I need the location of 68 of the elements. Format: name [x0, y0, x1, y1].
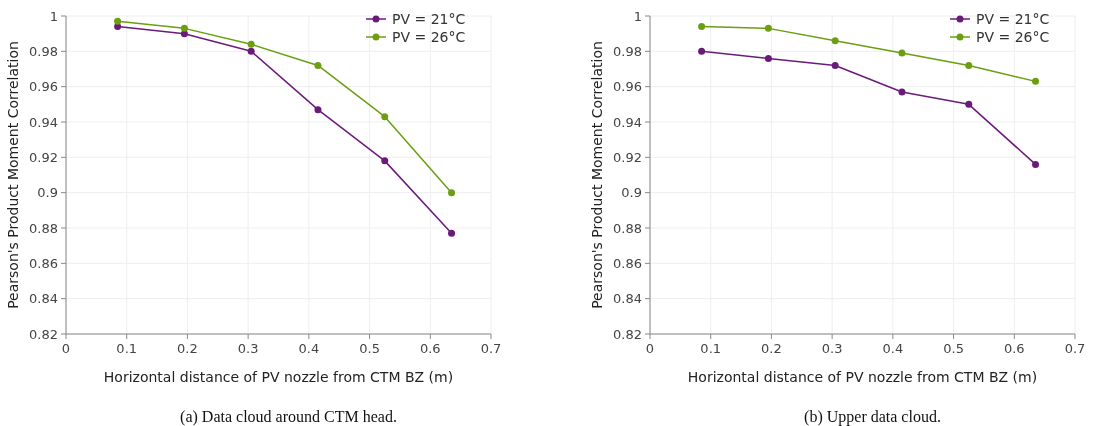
- x-tick-label: 0.1: [116, 341, 138, 356]
- x-tick-label: 0.2: [761, 341, 782, 356]
- point: [114, 17, 122, 25]
- y-tick-label: 0.94: [613, 114, 642, 130]
- point: [381, 113, 389, 121]
- x-tick-label: 0.2: [177, 341, 198, 356]
- point: [898, 49, 906, 57]
- y-tick-label: 0.86: [613, 255, 642, 271]
- x-tick-label: 0: [645, 341, 655, 356]
- y-axis-title: Pearson's Product Moment Correlation: [5, 41, 21, 309]
- point: [764, 24, 772, 32]
- point: [698, 23, 706, 31]
- point: [1032, 77, 1040, 85]
- point: [965, 61, 973, 69]
- text: (a) Data cloud around CTM head.: [180, 408, 397, 426]
- x-tick-label: 0.3: [237, 341, 259, 356]
- x-tick-label: 0.6: [1003, 341, 1025, 356]
- point: [314, 106, 322, 114]
- y-tick-label: 1: [633, 8, 642, 24]
- x-axis-title: Horizontal distance of PV nozzle from CTM BZ (m): [103, 369, 454, 385]
- y-tick-label: 0.86: [29, 255, 58, 271]
- point: [965, 100, 973, 108]
- x-tick-label: 0.7: [480, 341, 502, 356]
- y-tick-label: 0.88: [29, 220, 58, 236]
- legend-label: PV = 21°C: [976, 10, 1050, 27]
- x-tick-label: 0.3: [821, 341, 843, 356]
- x-axis-title: Horizontal distance of PV nozzle from CTM BZ (m): [687, 369, 1038, 385]
- x-tick-label: 0.5: [359, 341, 380, 356]
- point: [698, 47, 706, 55]
- point: [247, 47, 255, 55]
- y-tick-label: 0.82: [29, 326, 58, 342]
- point: [381, 157, 389, 165]
- point: [898, 88, 906, 96]
- point: [247, 40, 255, 48]
- x-tick-label: 0.5: [943, 341, 964, 356]
- point: [764, 54, 772, 62]
- legend-label: PV = 21°C: [392, 10, 466, 27]
- point: [831, 61, 839, 69]
- y-tick-label: 0.88: [613, 220, 642, 236]
- y-tick-label: 0.9: [621, 185, 642, 201]
- x-tick-label: 0: [61, 341, 71, 356]
- y-tick-label: 0.94: [29, 114, 58, 130]
- y-tick-label: 0.98: [613, 43, 642, 59]
- y-tick-label: 0.84: [29, 291, 58, 307]
- y-tick-label: 0.84: [613, 291, 642, 307]
- y-tick-label: 0.92: [29, 149, 58, 165]
- point: [180, 24, 188, 32]
- x-tick-label: 0.1: [700, 341, 722, 356]
- point: [1032, 160, 1040, 168]
- point: [314, 61, 322, 69]
- y-tick-label: 0.82: [613, 326, 642, 342]
- x-tick-label: 0.7: [1064, 341, 1086, 356]
- legend-label: PV = 26°C: [976, 28, 1050, 45]
- y-tick-label: 0.92: [613, 149, 642, 165]
- x-tick-label: 0.4: [298, 341, 320, 356]
- y-axis-title: Pearson's Product Moment Correlation: [589, 41, 605, 309]
- legend-label: PV = 26°C: [392, 28, 466, 45]
- y-tick-label: 0.9: [37, 185, 58, 201]
- y-tick-label: 1: [49, 8, 58, 24]
- y-tick-label: 0.98: [29, 43, 58, 59]
- text: (b) Upper data cloud.: [804, 408, 941, 426]
- y-tick-label: 0.96: [613, 79, 642, 95]
- point: [448, 189, 456, 197]
- x-tick-label: 0.6: [419, 341, 441, 356]
- x-tick-label: 0.4: [882, 341, 904, 356]
- point: [831, 37, 839, 45]
- y-tick-label: 0.96: [29, 79, 58, 95]
- point: [448, 229, 456, 237]
